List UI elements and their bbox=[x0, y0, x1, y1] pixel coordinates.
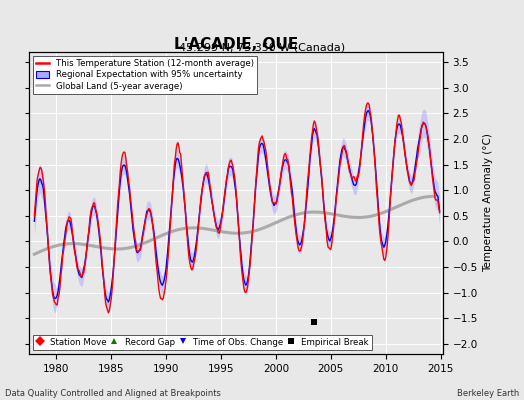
Text: Berkeley Earth: Berkeley Earth bbox=[456, 389, 519, 398]
Legend: Station Move, Record Gap, Time of Obs. Change, Empirical Break: Station Move, Record Gap, Time of Obs. C… bbox=[33, 335, 372, 350]
Title: L'ACADIE, QUE: L'ACADIE, QUE bbox=[173, 37, 298, 52]
Text: Data Quality Controlled and Aligned at Breakpoints: Data Quality Controlled and Aligned at B… bbox=[5, 389, 221, 398]
Text: 45.299 N, 73.350 W (Canada): 45.299 N, 73.350 W (Canada) bbox=[179, 42, 345, 52]
Y-axis label: Temperature Anomaly (°C): Temperature Anomaly (°C) bbox=[484, 134, 494, 272]
